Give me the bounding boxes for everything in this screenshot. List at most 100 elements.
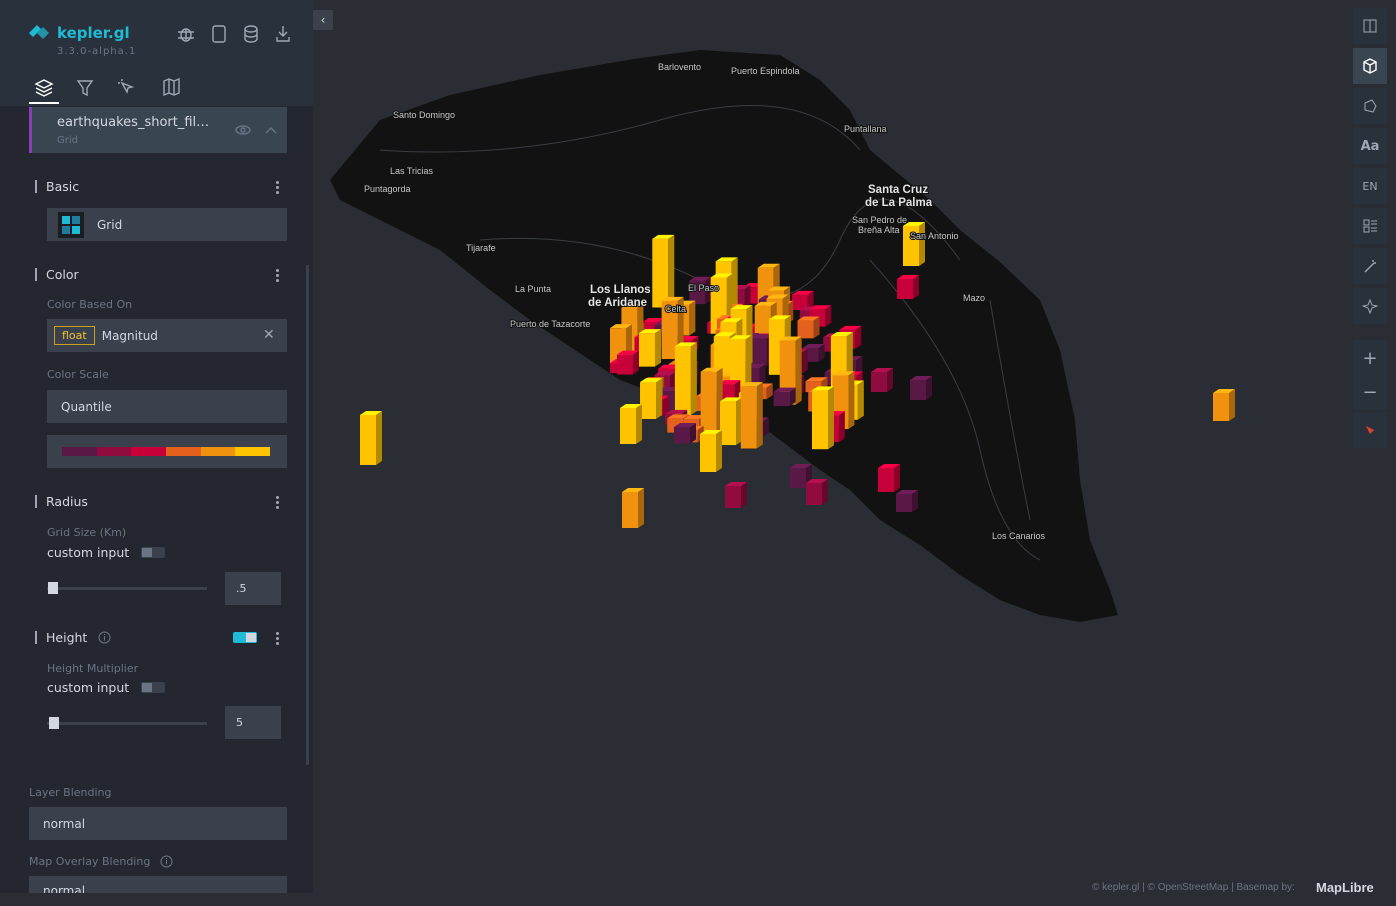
- column-top: [871, 368, 893, 372]
- data-button[interactable]: [244, 25, 258, 43]
- color-palette-selector[interactable]: [47, 435, 287, 468]
- column-face: [797, 320, 814, 339]
- custom-input-toggle[interactable]: [141, 547, 165, 558]
- effects-button[interactable]: [1353, 248, 1387, 284]
- icon: [1366, 426, 1374, 434]
- column-face: [740, 386, 757, 449]
- column-top: [665, 409, 688, 414]
- column-top: [903, 222, 925, 226]
- field-label: Map Overlay Blending: [29, 855, 151, 868]
- collapse-sidebar-button[interactable]: ‹: [313, 10, 333, 30]
- grid-column: [773, 387, 796, 407]
- slider-handle[interactable]: [48, 582, 58, 594]
- draw-button[interactable]: [1353, 88, 1387, 124]
- overlay-blending-selector[interactable]: normal: [29, 876, 287, 893]
- language-button[interactable]: EN: [1353, 168, 1387, 204]
- place-label: Puerto Espindola: [731, 66, 800, 76]
- place-label: Santo Domingo: [393, 110, 455, 120]
- column-side: [668, 234, 675, 308]
- road: [379, 104, 861, 153]
- place-label: Barlovento: [658, 62, 701, 72]
- panel-tabs: [29, 77, 180, 104]
- column-side: [690, 342, 697, 415]
- grid-column: [661, 296, 684, 360]
- column-top: [797, 316, 820, 321]
- column-face: [805, 381, 822, 393]
- slider-handle[interactable]: [49, 717, 59, 729]
- layer-blending-selector[interactable]: normal: [29, 807, 287, 840]
- palette-swatch: [96, 447, 132, 456]
- compass-button[interactable]: [1353, 412, 1387, 448]
- map-labels-button[interactable]: Aa: [1353, 128, 1387, 164]
- ai-button[interactable]: [1353, 288, 1387, 324]
- layer-type-selector[interactable]: Grid: [47, 208, 287, 241]
- basemap-tab[interactable]: [163, 77, 180, 97]
- column-top: [683, 415, 706, 420]
- 3d-view-button[interactable]: [1353, 48, 1387, 84]
- grid-column: [811, 386, 834, 450]
- column-top: [830, 332, 853, 337]
- layer-card[interactable]: earthquakes_short_fil… Grid: [29, 107, 287, 153]
- section-menu[interactable]: [276, 632, 279, 647]
- custom-input-label: custom input: [47, 680, 130, 695]
- custom-input-toggle[interactable]: [141, 682, 165, 693]
- column-top: [720, 318, 743, 323]
- section-title: Radius: [35, 495, 88, 508]
- column-top: [779, 336, 802, 341]
- interactions-tab[interactable]: [118, 79, 135, 94]
- section-menu[interactable]: [276, 181, 279, 196]
- column-top: [610, 324, 633, 329]
- section-menu[interactable]: [276, 496, 279, 511]
- grid-column: [638, 329, 661, 367]
- height-toggle[interactable]: [233, 632, 257, 643]
- legend-button[interactable]: [1353, 208, 1387, 244]
- place-label: Puerto de Tazacorte: [510, 319, 590, 329]
- color-scale-selector[interactable]: Quantile: [47, 390, 287, 423]
- column-side: [741, 482, 747, 508]
- bug-button[interactable]: [178, 28, 194, 42]
- grid-size-slider[interactable]: [47, 587, 207, 590]
- color-field-selector[interactable]: float Magnitud ✕: [47, 319, 287, 352]
- column-top: [809, 305, 832, 310]
- section-menu[interactable]: [276, 269, 279, 284]
- height-slider[interactable]: [47, 722, 207, 725]
- column-top: [642, 317, 665, 322]
- column-top: [638, 329, 661, 334]
- column-side: [912, 490, 918, 512]
- column-top: [910, 376, 932, 380]
- grid-column: [897, 275, 919, 299]
- palette-swatch: [131, 447, 167, 456]
- column-face: [700, 434, 716, 472]
- zoom-in-button[interactable]: +: [1353, 340, 1387, 376]
- collapse-button[interactable]: [265, 127, 277, 134]
- layers-tab[interactable]: [34, 79, 54, 97]
- filters-tab[interactable]: [76, 80, 94, 97]
- app-version: 3.3.0-alpha.1: [57, 46, 137, 57]
- column-face: [360, 415, 376, 465]
- place-label: Mazo: [963, 293, 985, 303]
- place-label: Puntallana: [844, 124, 887, 134]
- field-label: Grid Size (Km): [47, 526, 127, 539]
- height-input[interactable]: 5: [225, 706, 281, 739]
- column-side: [848, 371, 855, 430]
- column-side: [716, 430, 722, 472]
- column-side: [818, 344, 825, 362]
- column-face: [910, 380, 926, 400]
- grid-column: [871, 368, 893, 392]
- info-icon[interactable]: [98, 631, 111, 644]
- column-face: [725, 486, 741, 508]
- grid-size-input[interactable]: .5: [225, 572, 281, 605]
- column-top: [757, 263, 780, 268]
- zoom-out-button[interactable]: −: [1353, 374, 1387, 410]
- info-icon[interactable]: [160, 855, 173, 868]
- export-button[interactable]: [276, 26, 290, 42]
- palette-swatch: [235, 447, 271, 456]
- split-map-button[interactable]: [1353, 8, 1387, 44]
- maplibre-logo[interactable]: MapLibre: [1316, 880, 1374, 895]
- column-side: [638, 488, 644, 528]
- column-side: [919, 222, 925, 266]
- clear-field-button[interactable]: ✕: [263, 327, 275, 343]
- column-face: [811, 390, 828, 450]
- visibility-toggle[interactable]: [235, 125, 251, 135]
- docs-button[interactable]: [212, 25, 226, 43]
